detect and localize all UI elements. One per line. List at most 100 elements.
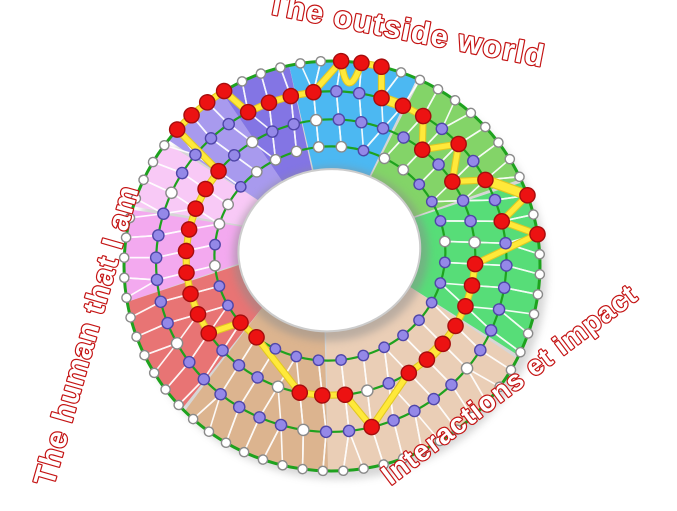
node	[148, 367, 160, 379]
node	[414, 107, 432, 125]
node	[464, 214, 477, 228]
node	[342, 424, 356, 438]
node	[154, 295, 168, 309]
node	[477, 171, 494, 189]
node	[434, 215, 447, 227]
node	[480, 121, 491, 133]
node	[232, 400, 246, 414]
node	[529, 225, 546, 243]
node	[234, 180, 247, 193]
node	[170, 337, 184, 350]
node	[189, 148, 202, 162]
wheel-group	[118, 52, 547, 480]
node	[209, 259, 221, 272]
node	[317, 465, 329, 477]
node	[159, 139, 170, 151]
node	[414, 74, 426, 86]
node	[255, 68, 267, 79]
node	[147, 156, 159, 168]
hole	[237, 168, 422, 333]
node	[203, 426, 215, 437]
node	[474, 343, 487, 357]
node	[236, 76, 248, 87]
node	[400, 364, 418, 382]
node	[210, 162, 227, 180]
node	[290, 350, 303, 363]
node	[305, 83, 322, 101]
node	[161, 316, 174, 330]
node	[450, 135, 467, 153]
node	[376, 122, 390, 135]
node	[138, 174, 149, 186]
node	[187, 200, 204, 217]
node	[336, 386, 354, 404]
node	[413, 314, 425, 327]
node	[493, 213, 511, 230]
node	[499, 236, 512, 250]
node	[182, 355, 196, 369]
node	[528, 209, 539, 220]
node	[451, 424, 463, 435]
node	[149, 251, 163, 264]
node	[438, 256, 451, 269]
node	[150, 273, 164, 287]
node	[222, 117, 236, 131]
node	[445, 378, 458, 392]
node	[232, 314, 249, 331]
node	[238, 446, 250, 458]
node	[467, 154, 480, 168]
node	[484, 324, 498, 337]
node	[515, 346, 526, 358]
node	[330, 84, 343, 98]
node	[222, 299, 234, 312]
node	[465, 107, 477, 119]
node	[248, 328, 265, 346]
node	[466, 255, 484, 273]
node	[271, 380, 285, 394]
node	[528, 308, 540, 320]
node	[413, 178, 426, 191]
nodes	[118, 52, 546, 477]
node	[253, 411, 266, 424]
node	[118, 272, 130, 284]
node	[456, 194, 470, 207]
node	[295, 58, 306, 69]
node	[313, 387, 331, 404]
node	[534, 269, 546, 280]
node	[504, 153, 516, 165]
node	[373, 89, 390, 107]
node	[152, 229, 165, 242]
node	[514, 171, 525, 183]
node	[468, 236, 481, 249]
node	[178, 264, 195, 281]
node	[416, 445, 428, 456]
node	[522, 328, 534, 339]
node	[335, 140, 348, 153]
node	[488, 193, 502, 207]
node	[425, 296, 438, 309]
node	[395, 67, 407, 78]
node	[505, 364, 517, 376]
node	[413, 141, 431, 159]
node	[291, 384, 309, 401]
node	[332, 52, 350, 70]
node	[493, 137, 504, 148]
node	[387, 414, 400, 427]
node	[467, 411, 478, 423]
node	[180, 221, 198, 238]
node	[118, 252, 130, 263]
node	[408, 404, 421, 418]
node	[358, 463, 369, 474]
node	[177, 242, 195, 260]
node	[361, 384, 374, 397]
node	[425, 195, 438, 208]
node	[239, 103, 257, 121]
node	[378, 152, 391, 165]
node	[434, 435, 446, 447]
node	[160, 384, 171, 395]
node	[519, 186, 536, 204]
node	[378, 459, 389, 470]
node	[165, 186, 178, 200]
node	[266, 125, 279, 138]
